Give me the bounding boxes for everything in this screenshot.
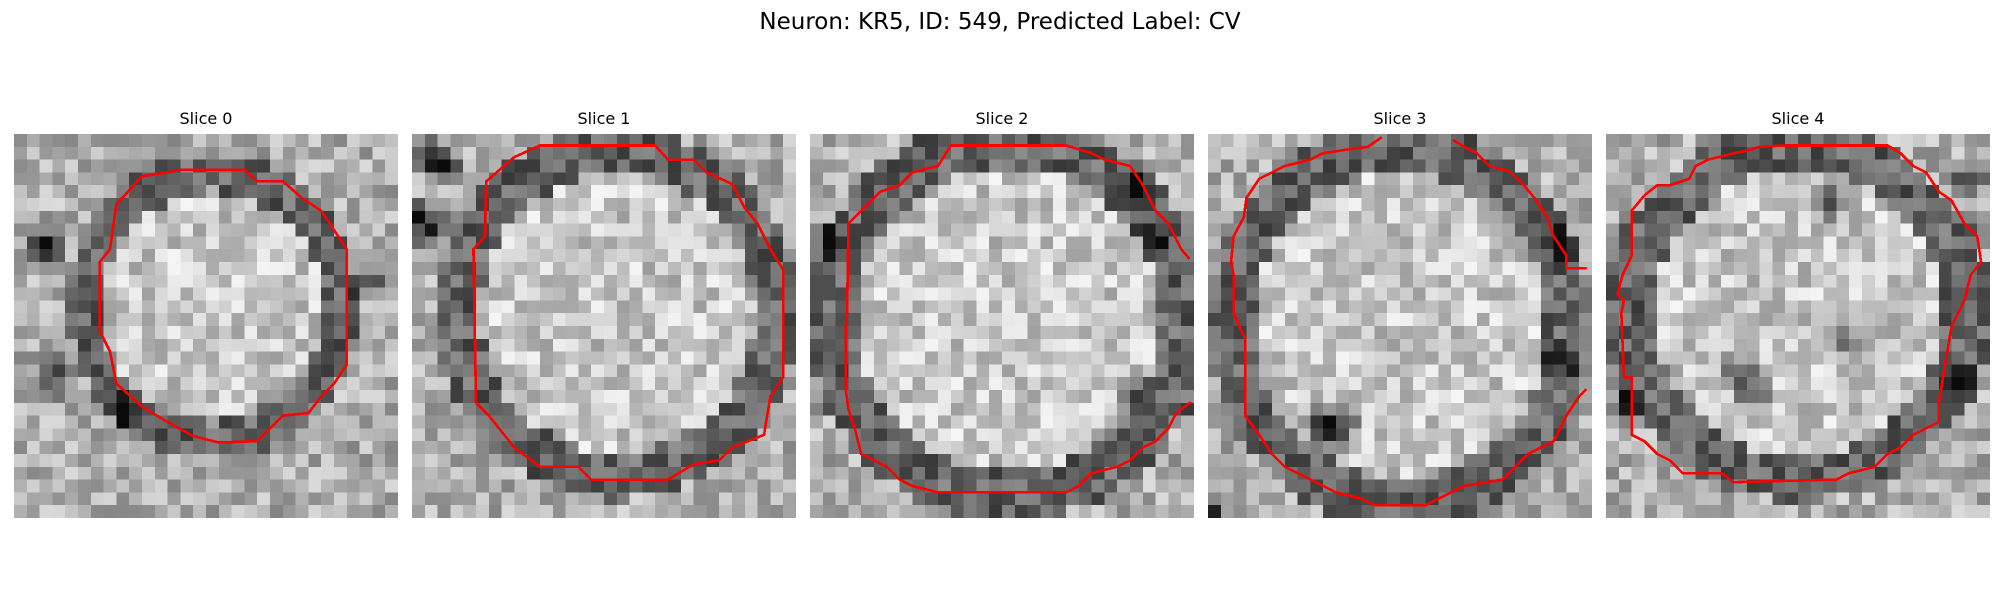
grayscale-image-pixels (1208, 134, 1592, 518)
red-contour-outline (473, 146, 783, 480)
figure-title: Neuron: KR5, ID: 549, Predicted Label: C… (759, 9, 1241, 35)
slice-panel-0: Slice 0 (14, 108, 398, 528)
slice-title: Slice 2 (975, 109, 1029, 128)
grayscale-image-pixels (412, 134, 796, 518)
slice-title: Slice 0 (179, 109, 233, 128)
slice-panel-3: Slice 3 (1208, 108, 1592, 528)
grayscale-image-pixels (1606, 134, 1990, 518)
slice-image (14, 134, 398, 518)
grayscale-image-pixels (810, 134, 1194, 518)
red-contour-outline (100, 170, 347, 443)
slice-panel-4: Slice 4 (1606, 108, 1990, 528)
slice-image (1606, 134, 1990, 518)
red-contour-outline (1454, 140, 1586, 268)
slice-title: Slice 3 (1373, 109, 1427, 128)
slice-title: Slice 1 (577, 109, 631, 128)
slice-panel-1: Slice 1 (412, 108, 796, 528)
red-contour-outline (1618, 146, 1982, 483)
slice-title: Slice 4 (1771, 109, 1825, 128)
slice-image (412, 134, 796, 518)
red-contour-outline (1231, 138, 1586, 505)
red-contour-outline (846, 146, 1190, 493)
grayscale-image-pixels (14, 134, 398, 518)
slice-panel-2: Slice 2 (810, 108, 1194, 528)
slice-image (1208, 134, 1592, 518)
slice-image (810, 134, 1194, 518)
